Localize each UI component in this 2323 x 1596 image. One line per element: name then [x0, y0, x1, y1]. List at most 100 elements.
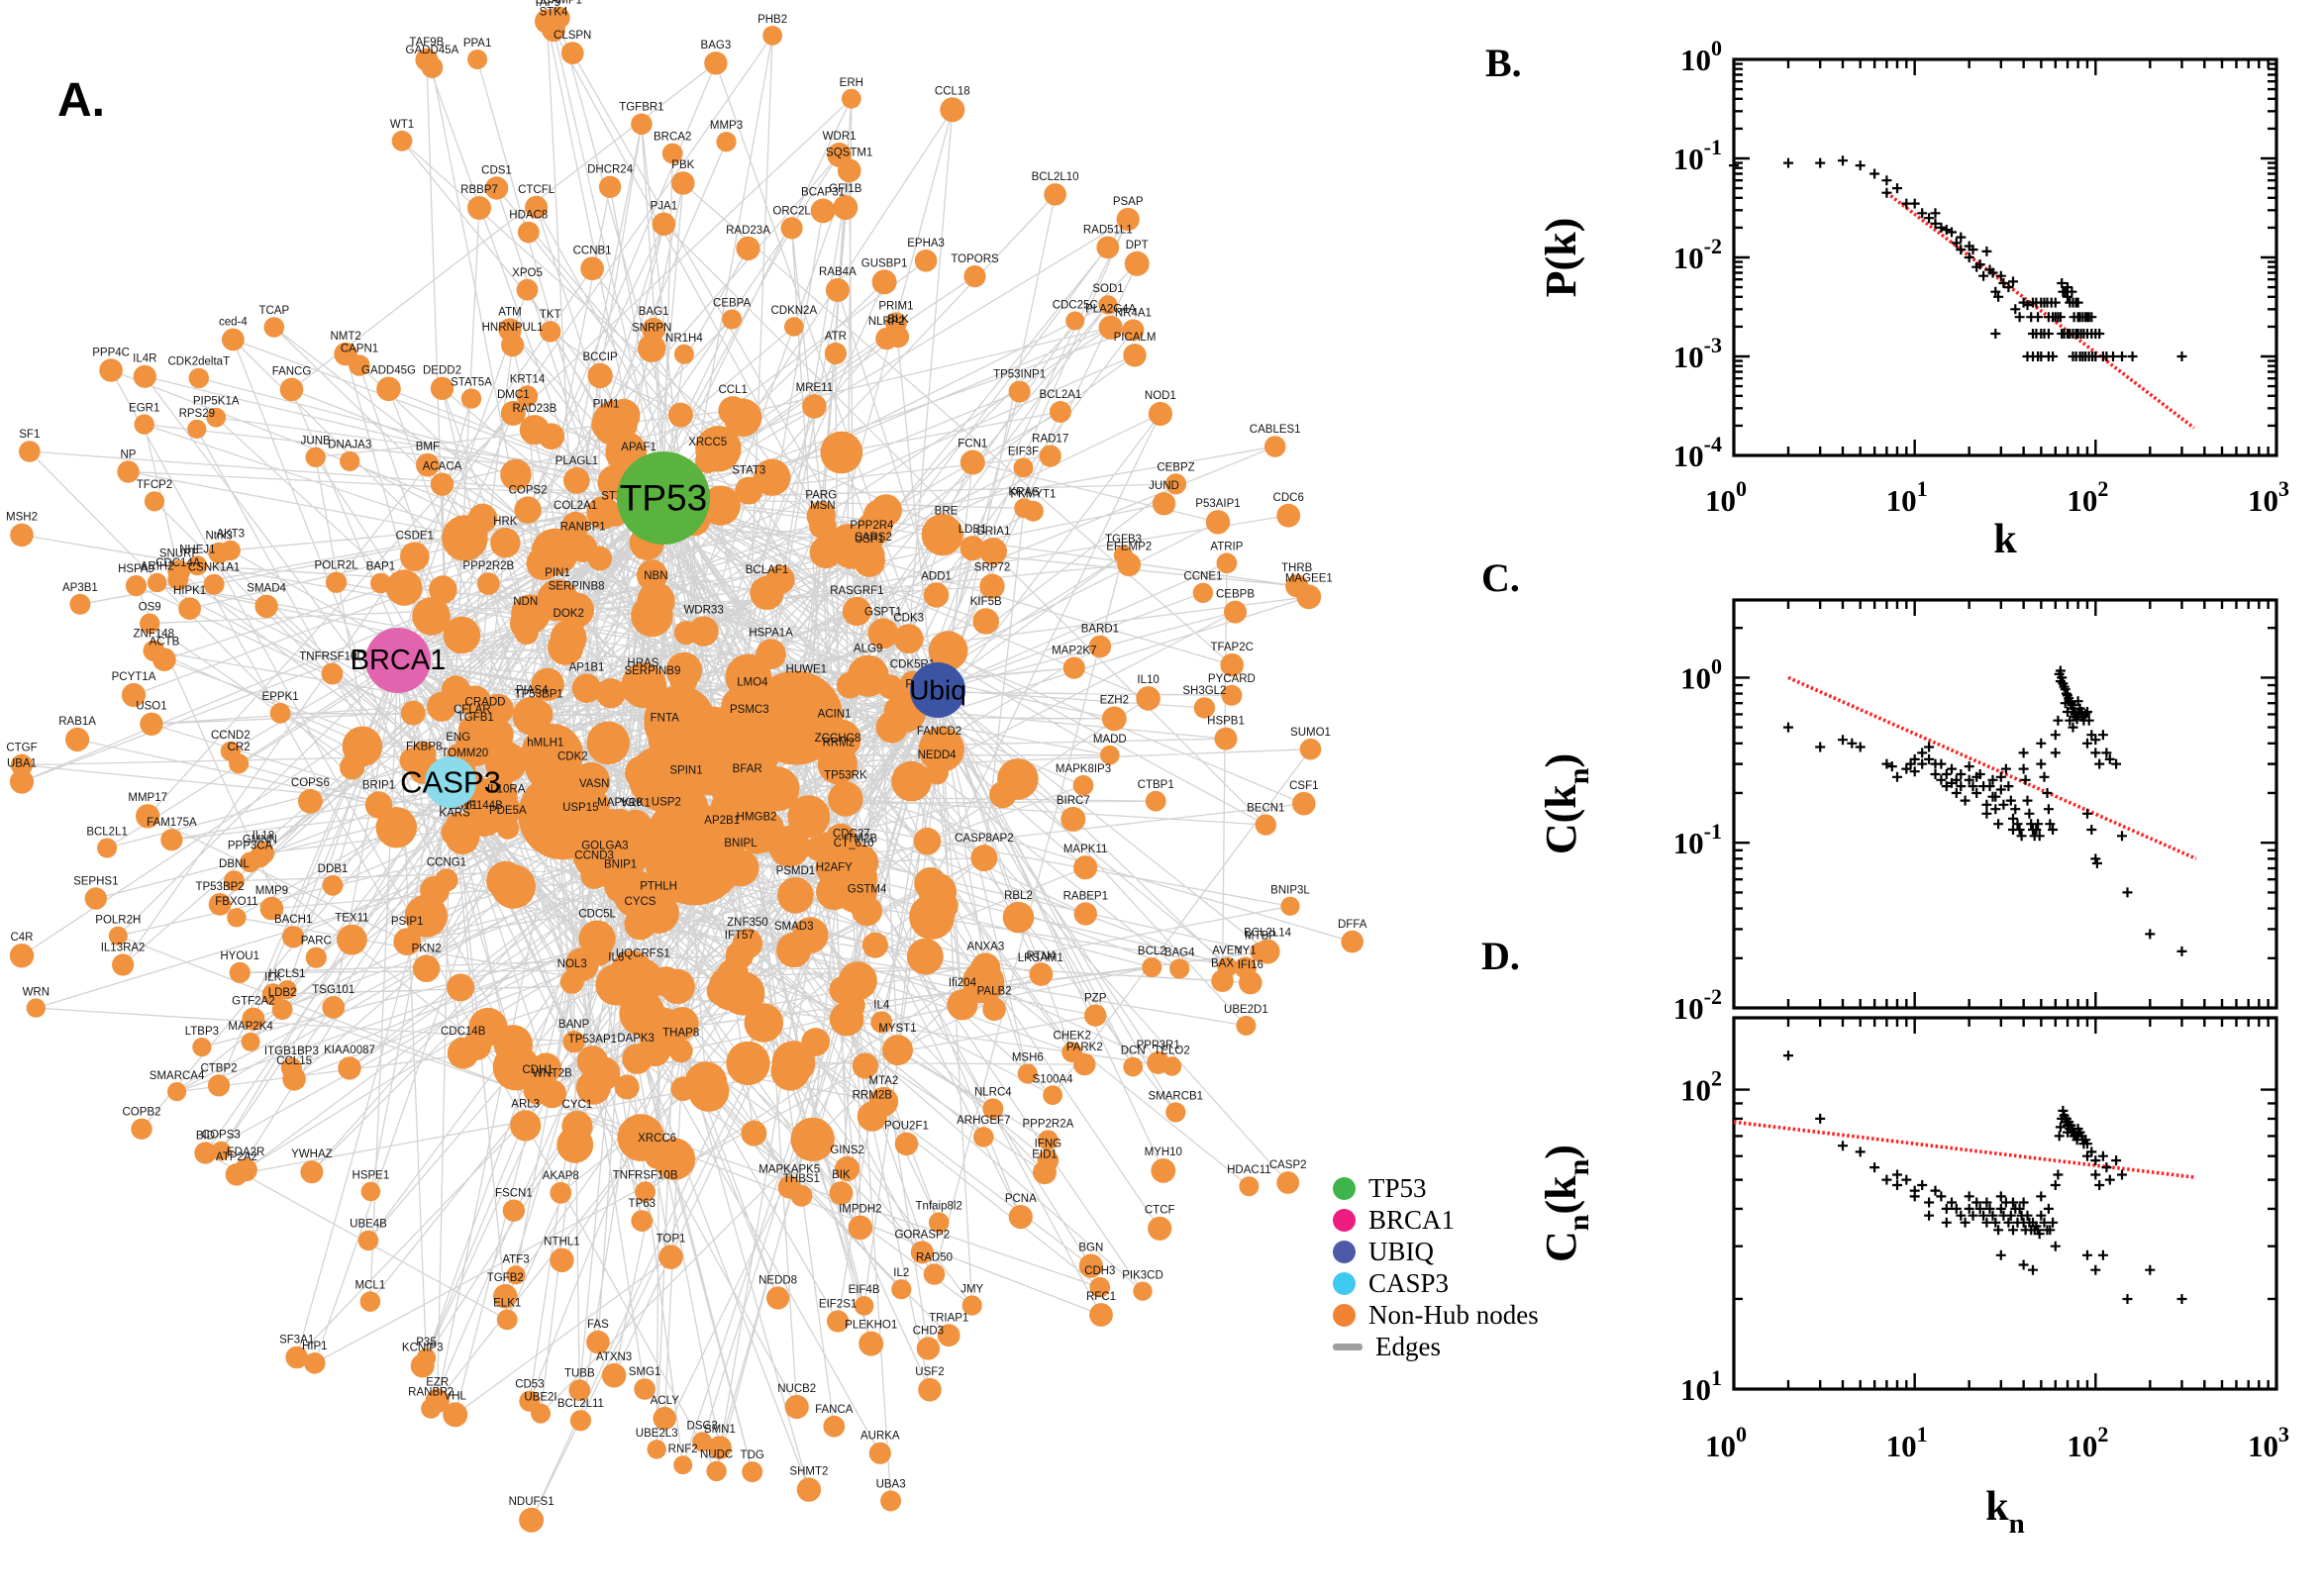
- non-hub-node: [653, 1406, 676, 1431]
- gene-label: GTF2A2: [232, 996, 274, 1008]
- non-hub-node: [1148, 1216, 1172, 1241]
- gene-label: FANCG: [272, 366, 312, 378]
- legend-item-brca1: BRCA1: [1333, 1204, 1539, 1236]
- non-hub-node: [601, 1362, 627, 1388]
- gene-label: ERH: [840, 77, 863, 89]
- gene-label: BID: [196, 1130, 215, 1142]
- gene-label: COPS2: [509, 484, 548, 496]
- gene-label: CDH1: [522, 1064, 553, 1076]
- non-hub-node: [854, 1296, 874, 1316]
- gene-label: PIM1: [593, 398, 620, 410]
- gene-label: SH3GL2: [1182, 685, 1226, 697]
- gene-label: CCL18: [935, 85, 970, 97]
- gene-label: SHMT2: [789, 1465, 828, 1477]
- non-hub-node: [525, 195, 549, 219]
- non-hub-node: [571, 673, 602, 703]
- non-hub-node: [1147, 1050, 1170, 1074]
- gene-label: HSPE1: [353, 1170, 390, 1182]
- gene-label: IL13RA2: [101, 942, 146, 953]
- non-hub-node: [726, 1041, 770, 1086]
- non-hub-node: [97, 838, 118, 858]
- gene-label: BNIPL: [724, 838, 758, 849]
- non-hub-node: [970, 952, 1001, 983]
- gene-label: NLRP2: [868, 316, 905, 328]
- non-hub-node: [960, 449, 985, 475]
- gene-label: PKMYT1: [1010, 489, 1056, 501]
- gene-label: COL2A1: [554, 500, 597, 512]
- non-hub-node: [1062, 656, 1085, 679]
- gene-label: DEDD2: [423, 365, 461, 377]
- non-hub-node: [918, 872, 957, 912]
- tick-label: 103: [2248, 476, 2289, 518]
- gene-label: OS9: [139, 602, 161, 614]
- tick-label: 10-1: [1673, 819, 1722, 860]
- gene-label: BARD1: [1081, 624, 1119, 636]
- non-hub-node: [768, 825, 811, 867]
- non-hub-node: [1073, 902, 1098, 926]
- non-hub-node: [220, 741, 241, 761]
- fit-line: [1733, 1120, 2194, 1179]
- gene-label: KIF5B: [970, 596, 1002, 608]
- gene-label: DFFA: [1338, 919, 1367, 931]
- non-hub-node: [1239, 1176, 1260, 1197]
- tick-label: 102: [2067, 1422, 2108, 1463]
- gene-label: TKT: [540, 309, 561, 321]
- non-hub-node: [1100, 745, 1120, 765]
- gene-label: BACH1: [274, 914, 312, 926]
- gene-label: SNRPN: [632, 323, 671, 335]
- non-hub-node: [652, 212, 676, 237]
- non-hub-node: [404, 894, 448, 938]
- gene-label: TGFBR1: [619, 102, 663, 114]
- gene-label: TGFB3: [1105, 534, 1142, 546]
- non-hub-node: [707, 827, 738, 856]
- gene-label: ced-4: [219, 317, 248, 329]
- brca1-swatch-icon: [1333, 1208, 1356, 1232]
- gene-label: AURKA: [860, 1431, 900, 1443]
- non-hub-node: [490, 528, 521, 558]
- gene-label: BCAP31: [801, 187, 845, 199]
- gene-label: PIP5K1A: [193, 396, 240, 408]
- non-hub-node: [575, 1070, 611, 1105]
- gene-label: SERPINB8: [549, 580, 605, 592]
- non-hub-node: [982, 1098, 1004, 1120]
- casp3-swatch-icon: [1333, 1271, 1356, 1295]
- legend-label: Non-Hub nodes: [1368, 1299, 1539, 1330]
- legend-label: CASP3: [1368, 1267, 1450, 1298]
- non-hub-node: [835, 848, 873, 887]
- non-hub-node: [732, 716, 767, 751]
- gene-label: ACLY: [651, 1395, 680, 1407]
- hub-node-brca1: [365, 628, 431, 693]
- gene-label: PSIP1: [391, 916, 424, 928]
- non-hub-node: [880, 1490, 902, 1512]
- gene-label: CHEK2: [1054, 1030, 1091, 1042]
- non-hub-node: [1088, 635, 1112, 658]
- legend-label: Edges: [1375, 1331, 1441, 1361]
- non-hub-node: [989, 781, 1017, 809]
- fit-line: [1885, 191, 2195, 430]
- non-hub-node: [340, 450, 360, 471]
- non-hub-node: [1123, 344, 1147, 367]
- non-hub-node: [591, 410, 621, 440]
- non-hub-node: [206, 407, 227, 428]
- axis-ticks: [1732, 600, 2278, 1010]
- non-hub-node: [222, 328, 245, 351]
- non-hub-node: [661, 143, 683, 164]
- gene-label: HSPA9: [118, 563, 154, 575]
- non-hub-node: [203, 573, 225, 595]
- plot-frame: [1732, 598, 2278, 1010]
- non-hub-node: [269, 702, 291, 724]
- gene-label: EZH2: [1100, 694, 1129, 706]
- scatter-points: [1729, 155, 2187, 361]
- gene-label: GSPT1: [864, 606, 902, 618]
- non-hub-node: [1145, 790, 1166, 812]
- gene-label: CABLES1: [1250, 424, 1301, 436]
- non-hub-node: [359, 1291, 381, 1312]
- non-hub-node: [160, 829, 183, 851]
- gene-label: BIRC7: [1057, 795, 1090, 807]
- non-hub-node: [305, 447, 326, 467]
- gene-label: CDKN2A: [770, 305, 817, 317]
- non-hub-node: [595, 678, 626, 709]
- gene-label: APAF1: [621, 442, 656, 453]
- non-hub-node: [940, 97, 965, 123]
- non-hub-node: [841, 88, 861, 109]
